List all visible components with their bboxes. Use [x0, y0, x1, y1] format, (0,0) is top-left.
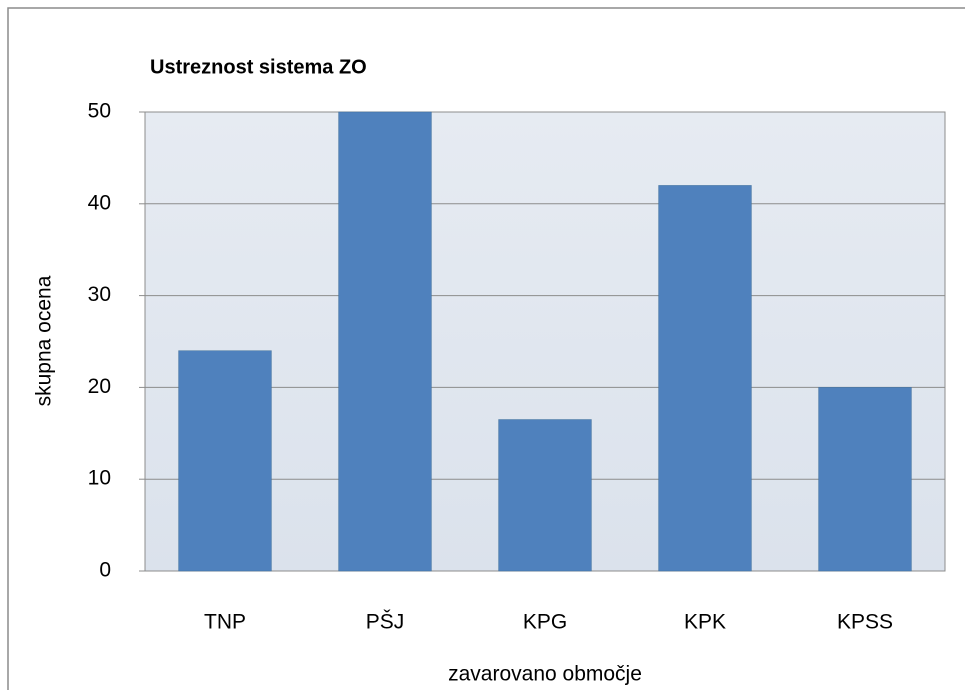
x-axis-label: zavarovano območje [448, 663, 642, 686]
x-tick-label: KPK [684, 611, 726, 634]
chart-title: Ustreznost sistema ZO [150, 56, 367, 78]
bar [498, 419, 592, 572]
bar [818, 387, 912, 572]
x-tick-label: KPSS [837, 611, 893, 634]
y-tick-label: 30 [88, 283, 111, 306]
bar [178, 350, 272, 572]
y-tick-label: 20 [88, 375, 111, 398]
y-axis-label: skupna ocena [33, 275, 56, 406]
x-tick-label: TNP [204, 611, 246, 634]
x-tick-label: PŠJ [366, 611, 405, 634]
y-tick-label: 0 [99, 559, 111, 582]
bar [658, 185, 752, 572]
y-tick-label: 40 [88, 191, 111, 214]
bar [338, 111, 432, 572]
y-tick-label: 50 [88, 100, 111, 123]
y-tick-label: 10 [88, 467, 111, 490]
x-tick-label: KPG [523, 611, 567, 634]
